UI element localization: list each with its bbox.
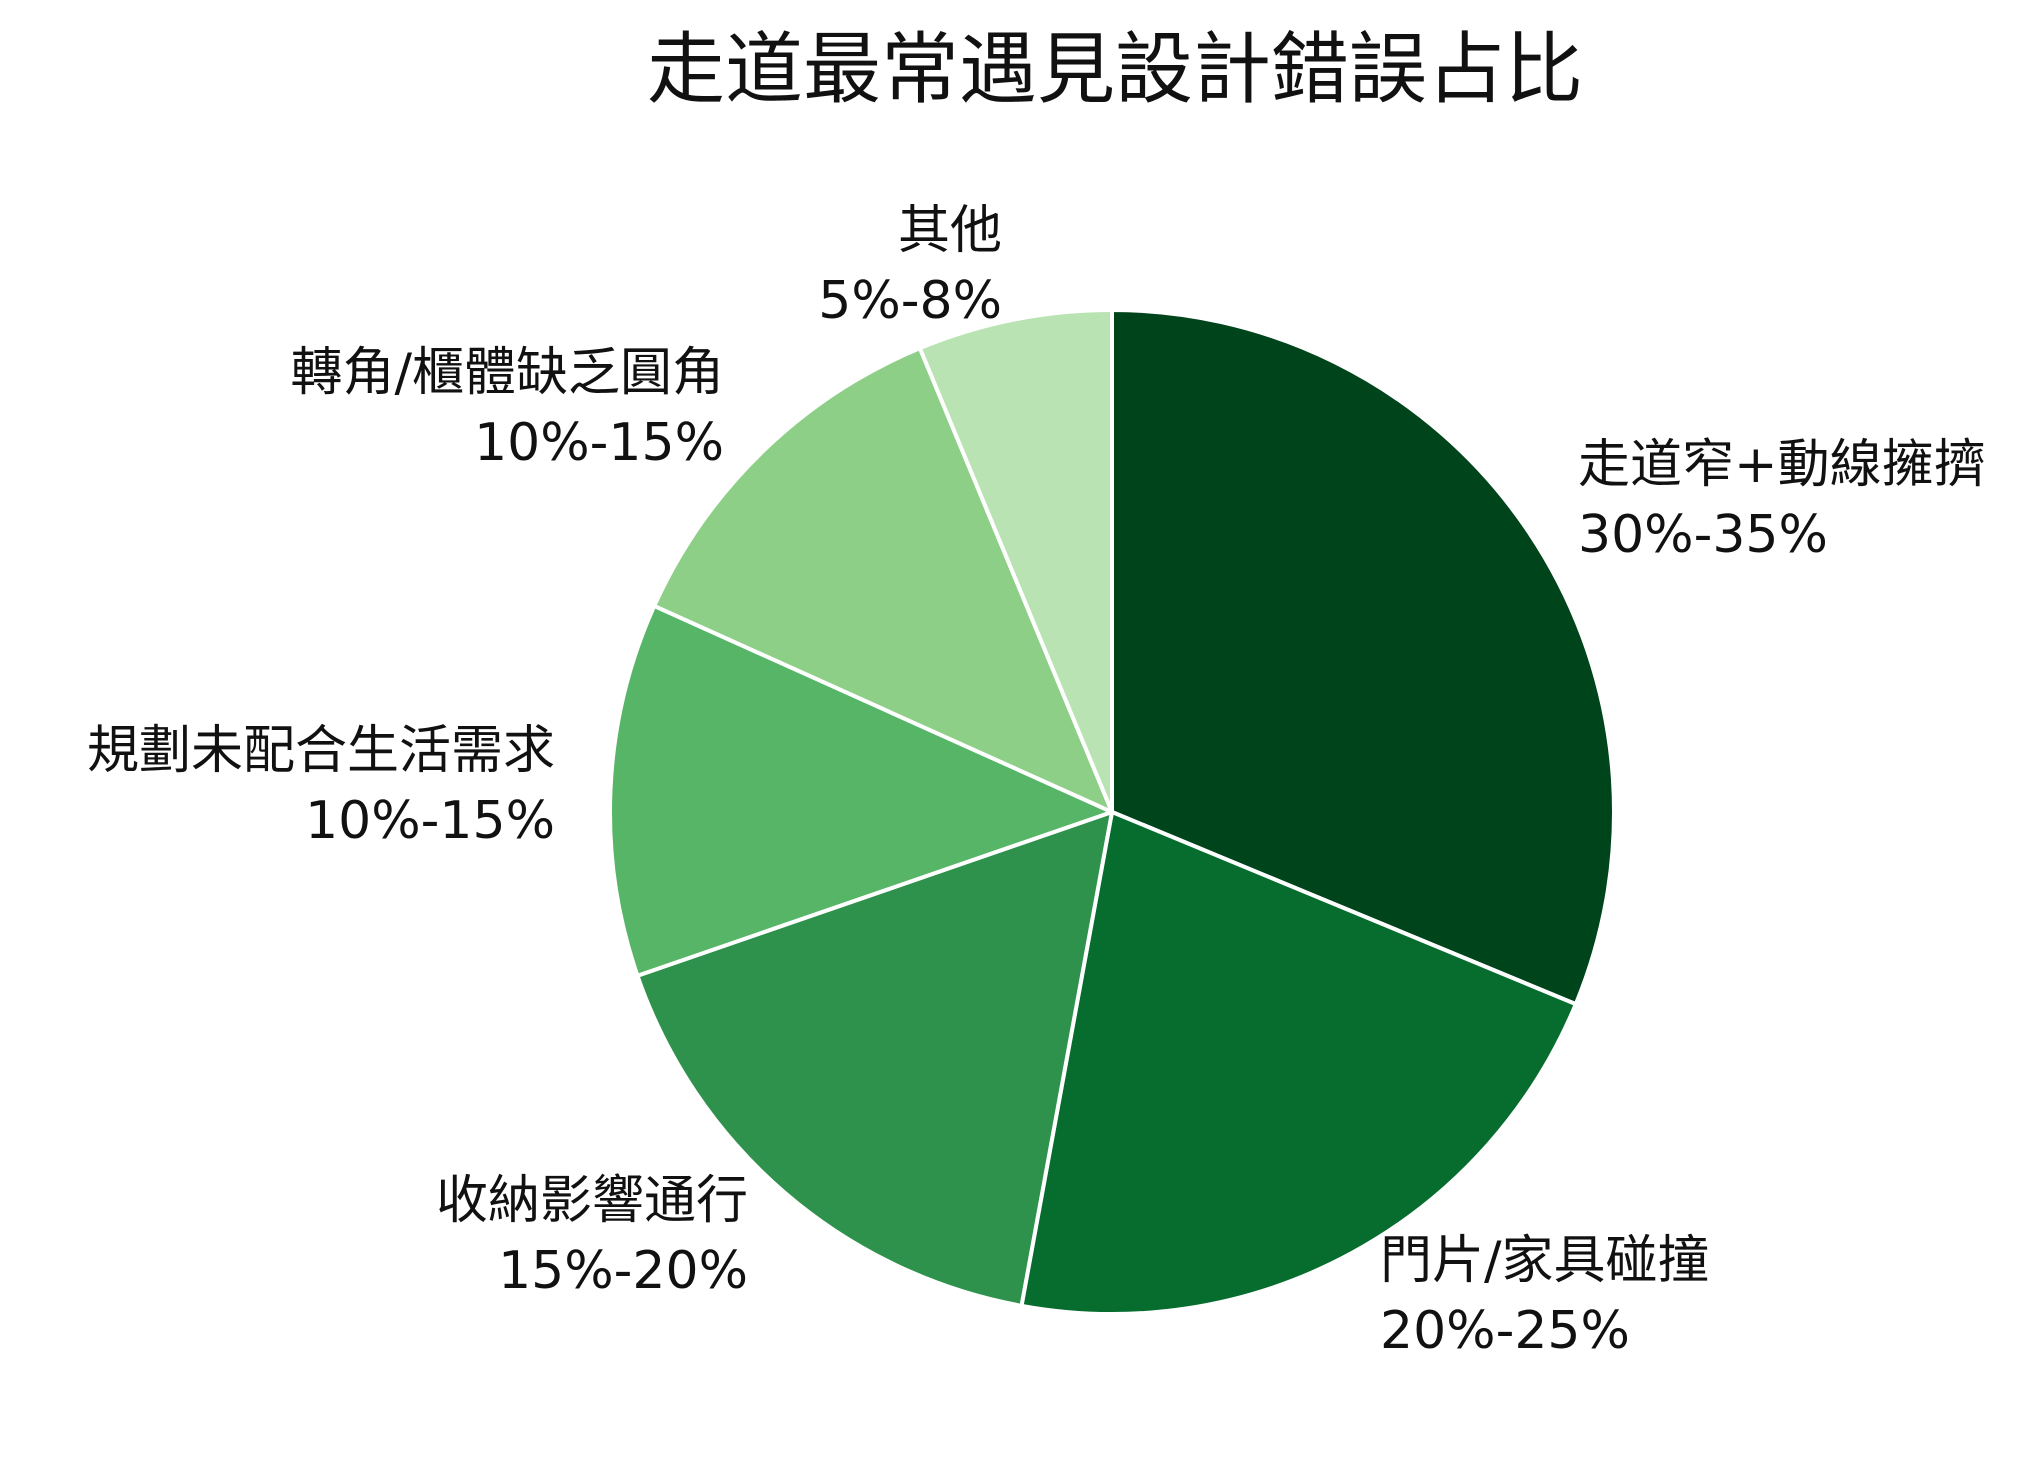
pie-slice-2 [1019, 810, 1578, 1317]
slice-label-name-1: 走道窄+動線擁擠 [1578, 435, 1986, 495]
slice-label-range-1: 30%-35% [1578, 505, 1828, 565]
pie-slice-1 [1110, 308, 1616, 1007]
pie-slice-4 [608, 603, 1114, 978]
slice-label-name-2: 門片/家具碰撞 [1380, 1231, 1710, 1291]
slice-label-range-6: 5%-8% [818, 271, 1002, 331]
slice-label-name-5: 轉角/櫃體缺乏圓角 [290, 343, 724, 403]
pie-slice-6 [917, 308, 1114, 814]
slice-labels: 走道窄+動線擁擠 30%-35% 門片/家具碰撞 20%-25% 收納影響通行 15%-2… [87, 201, 1986, 1361]
slice-label-range-2: 20%-25% [1380, 1301, 1630, 1361]
slice-label-range-3: 15%-20% [498, 1241, 748, 1301]
slice-label-name-4: 規劃未配合生活需求 [87, 721, 555, 781]
chart-title: 走道最常遇見設計錯誤占比 [647, 25, 1583, 115]
pie-slices [608, 308, 1616, 1317]
pie-slice-5 [652, 346, 1114, 814]
slice-label-range-4: 10%-15% [305, 791, 555, 851]
slice-label-name-3: 收納影響通行 [436, 1171, 748, 1231]
slice-label-range-5: 10%-15% [474, 413, 724, 473]
slice-label-name-6: 其他 [898, 201, 1002, 261]
